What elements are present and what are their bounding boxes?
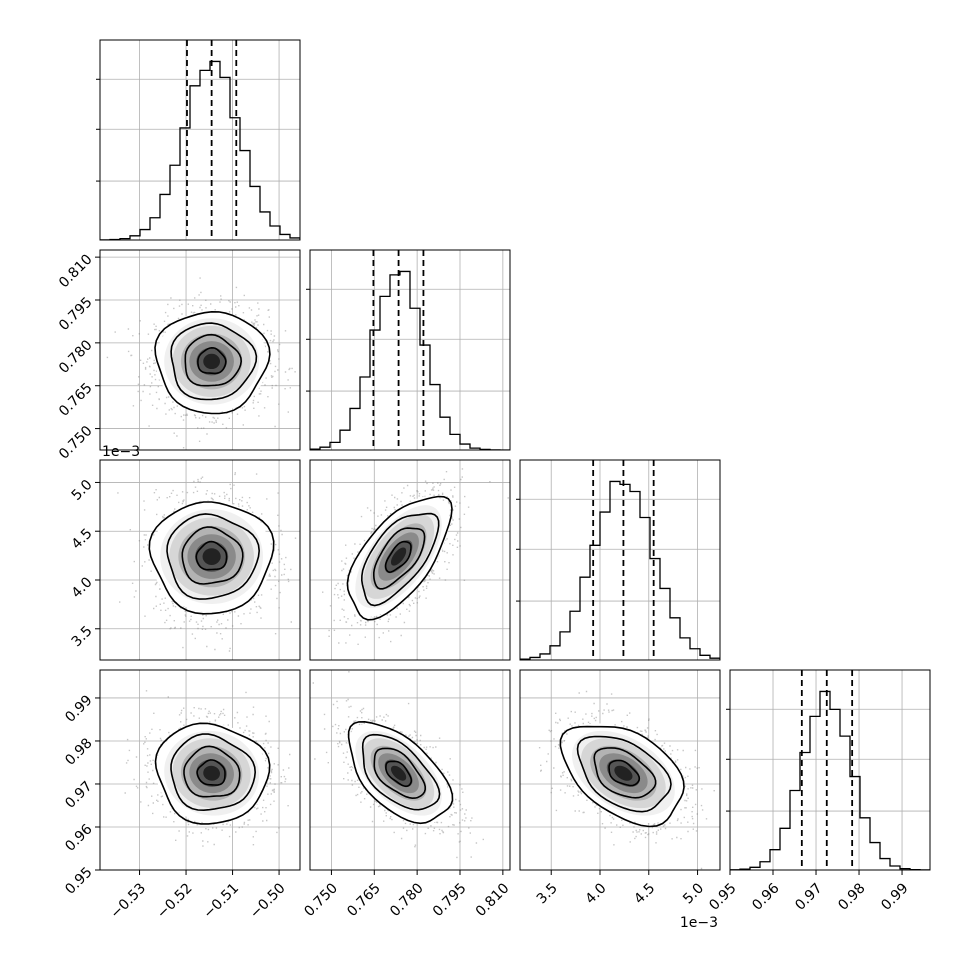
y-tick-label-3-0: 0.95 <box>62 864 95 897</box>
panel-frame <box>309 249 511 451</box>
x-tick-label-0-3: −0.50 <box>247 880 289 922</box>
panel-content <box>310 670 510 870</box>
contour-3 <box>148 501 275 615</box>
x-tick-label-0-2: −0.51 <box>201 880 243 922</box>
contour-0 <box>608 759 641 787</box>
panel-frame <box>99 459 301 661</box>
density-level-6 <box>390 547 407 566</box>
x-tick-label-2-0: 3.5 <box>534 880 561 907</box>
panel-frame <box>99 249 301 451</box>
contour-2 <box>361 733 441 811</box>
panel-content <box>100 460 300 660</box>
panel-content <box>100 40 300 240</box>
density-panel-2-0 <box>99 459 301 661</box>
y-tick-label-1-4: 0.810 <box>56 251 96 291</box>
panel-content <box>520 460 720 660</box>
contour-1 <box>183 745 241 798</box>
y-tick-label-2-1: 4.0 <box>69 574 96 601</box>
contour-2 <box>166 513 261 600</box>
y-tick-label-2-2: 4.5 <box>69 526 96 553</box>
x-tick-label-3-0: 0.95 <box>706 880 739 913</box>
x-tick-label-1-3: 0.795 <box>430 880 470 920</box>
x-tick-label-0-0: −0.53 <box>107 880 149 922</box>
y-tick-label-3-3: 0.98 <box>62 735 95 768</box>
x-tick-label-2-2: 4.5 <box>631 880 658 907</box>
contour-1 <box>373 747 426 800</box>
contour-2 <box>170 733 257 812</box>
histogram-step-1 <box>310 270 510 450</box>
histogram-panel-1 <box>306 249 511 451</box>
panel-content <box>730 670 930 870</box>
density-level-6 <box>202 548 221 565</box>
contour-3 <box>346 495 453 621</box>
contour-3 <box>559 725 685 828</box>
panel-frame <box>309 459 511 661</box>
histogram-panel-0 <box>96 39 301 241</box>
x-tick-label-1-0: 0.750 <box>301 880 341 920</box>
panel-content <box>310 250 510 450</box>
density-level-6 <box>390 765 407 781</box>
histogram-step-0 <box>100 60 300 240</box>
density-level-6 <box>614 765 633 781</box>
contour-3 <box>154 310 271 415</box>
y-tick-label-1-1: 0.765 <box>56 380 96 420</box>
x-tick-label-3-2: 0.97 <box>792 880 825 913</box>
panel-frame <box>309 669 511 871</box>
x-tick-label-0-1: −0.52 <box>154 880 196 922</box>
y-tick-label-1-2: 0.780 <box>56 337 96 377</box>
x-tick-label-3-1: 0.96 <box>749 880 782 913</box>
panel-content <box>310 460 510 660</box>
histogram-panel-3 <box>726 669 931 871</box>
contour-0 <box>197 346 227 375</box>
contour-2 <box>170 322 258 401</box>
contour-2 <box>576 735 672 813</box>
density-level-6 <box>203 353 221 370</box>
contour-0 <box>195 540 228 571</box>
density-panel-2-1 <box>309 459 511 661</box>
contour-1 <box>181 526 244 585</box>
contour-1 <box>184 333 243 387</box>
x-tick-label-1-4: 0.810 <box>473 880 513 920</box>
x-tick-label-3-3: 0.98 <box>835 880 868 913</box>
histogram-panel-2 <box>516 459 721 661</box>
panel-frame <box>99 39 301 241</box>
y-offset-label-2: 1e−3 <box>102 444 140 460</box>
panel-frame <box>519 669 721 871</box>
x-tick-label-2-1: 4.0 <box>583 880 610 907</box>
y-tick-label-3-2: 0.97 <box>62 778 95 811</box>
density-panel-3-2 <box>519 669 721 871</box>
contour-0 <box>196 759 226 786</box>
x-tick-label-2-3: 5.0 <box>680 880 707 907</box>
y-tick-label-3-4: 0.99 <box>62 692 95 725</box>
density-level-6 <box>203 765 221 781</box>
panel-frame <box>99 669 301 871</box>
y-tick-label-2-0: 3.5 <box>69 623 96 650</box>
density-panel-3-1 <box>309 669 511 871</box>
y-tick-label-3-1: 0.96 <box>62 821 95 854</box>
histogram-step-3 <box>730 690 930 870</box>
panel-frame <box>519 459 721 661</box>
contour-2 <box>360 512 440 607</box>
x-tick-label-3-4: 0.99 <box>878 880 911 913</box>
density-panel-1-0 <box>99 249 301 451</box>
panel-frame <box>729 669 931 871</box>
y-tick-label-2-3: 5.0 <box>69 477 96 504</box>
contour-1 <box>373 527 426 590</box>
panel-content <box>520 670 720 870</box>
contour-0 <box>384 540 412 574</box>
y-tick-label-1-3: 0.795 <box>56 294 96 334</box>
histogram-step-2 <box>520 480 720 660</box>
density-panel-3-0 <box>99 669 301 871</box>
panel-content <box>100 250 300 450</box>
contour-0 <box>385 760 413 788</box>
x-tick-label-1-2: 0.780 <box>387 880 427 920</box>
contour-3 <box>154 722 271 825</box>
x-offset-label-2: 1e−3 <box>680 915 718 931</box>
x-tick-label-1-1: 0.765 <box>344 880 384 920</box>
contour-1 <box>593 747 657 799</box>
y-tick-label-1-0: 0.750 <box>56 423 96 463</box>
panel-content <box>100 670 300 870</box>
contour-3 <box>347 720 454 825</box>
